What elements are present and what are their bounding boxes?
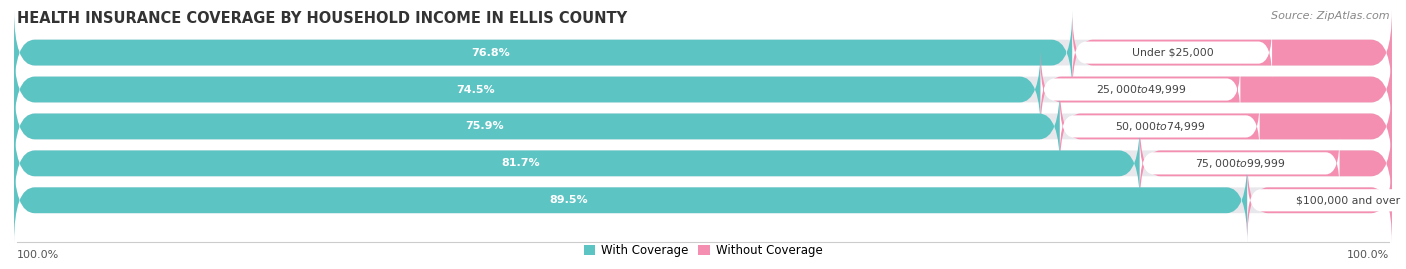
FancyBboxPatch shape bbox=[1247, 174, 1406, 226]
FancyBboxPatch shape bbox=[1060, 84, 1392, 169]
Legend: With Coverage, Without Coverage: With Coverage, Without Coverage bbox=[579, 239, 827, 262]
Text: 76.8%: 76.8% bbox=[471, 48, 509, 58]
FancyBboxPatch shape bbox=[1073, 10, 1392, 95]
Text: $75,000 to $99,999: $75,000 to $99,999 bbox=[1195, 157, 1285, 170]
FancyBboxPatch shape bbox=[14, 10, 1073, 95]
Text: $25,000 to $49,999: $25,000 to $49,999 bbox=[1097, 83, 1187, 96]
FancyBboxPatch shape bbox=[14, 47, 1392, 132]
Text: Under $25,000: Under $25,000 bbox=[1132, 48, 1213, 58]
FancyBboxPatch shape bbox=[1060, 101, 1260, 152]
FancyBboxPatch shape bbox=[1140, 121, 1392, 206]
FancyBboxPatch shape bbox=[1073, 27, 1272, 79]
FancyBboxPatch shape bbox=[14, 10, 1392, 95]
Text: 75.9%: 75.9% bbox=[465, 121, 503, 132]
FancyBboxPatch shape bbox=[14, 158, 1392, 243]
FancyBboxPatch shape bbox=[14, 158, 1247, 243]
Text: HEALTH INSURANCE COVERAGE BY HOUSEHOLD INCOME IN ELLIS COUNTY: HEALTH INSURANCE COVERAGE BY HOUSEHOLD I… bbox=[17, 11, 627, 26]
FancyBboxPatch shape bbox=[1040, 47, 1392, 132]
FancyBboxPatch shape bbox=[14, 84, 1060, 169]
FancyBboxPatch shape bbox=[14, 47, 1040, 132]
FancyBboxPatch shape bbox=[1247, 158, 1392, 243]
FancyBboxPatch shape bbox=[14, 121, 1392, 206]
FancyBboxPatch shape bbox=[1040, 64, 1240, 115]
Text: 89.5%: 89.5% bbox=[550, 195, 588, 205]
Text: 100.0%: 100.0% bbox=[17, 250, 59, 260]
FancyBboxPatch shape bbox=[14, 84, 1392, 169]
FancyBboxPatch shape bbox=[14, 121, 1140, 206]
Text: $50,000 to $74,999: $50,000 to $74,999 bbox=[1115, 120, 1205, 133]
Text: 74.5%: 74.5% bbox=[457, 84, 495, 94]
Text: 81.7%: 81.7% bbox=[502, 158, 540, 168]
Text: $100,000 and over: $100,000 and over bbox=[1296, 195, 1400, 205]
FancyBboxPatch shape bbox=[1140, 137, 1340, 189]
Text: Source: ZipAtlas.com: Source: ZipAtlas.com bbox=[1271, 11, 1389, 21]
Text: 100.0%: 100.0% bbox=[1347, 250, 1389, 260]
